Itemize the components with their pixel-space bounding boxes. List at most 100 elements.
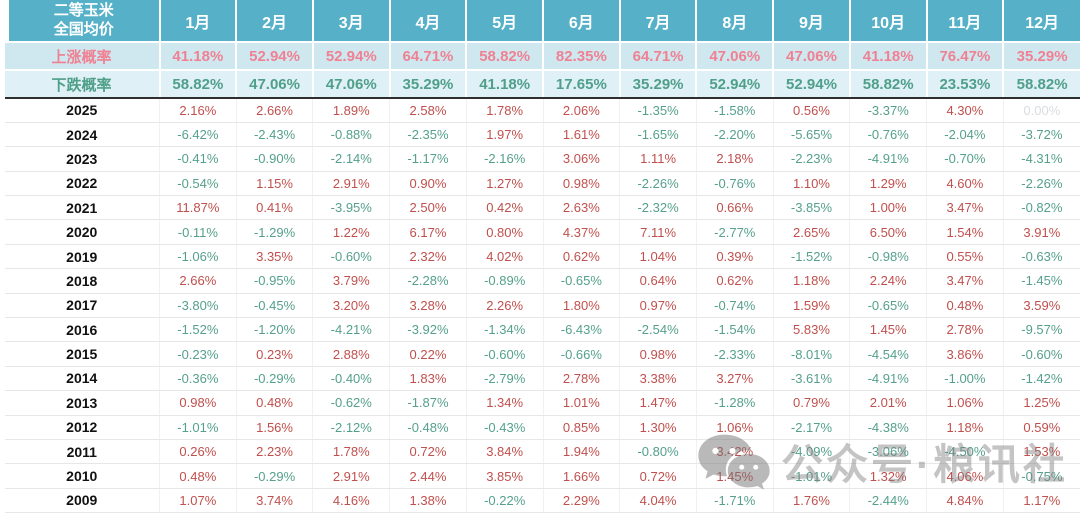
change-value: -5.65% (772, 122, 850, 148)
rise-probability-value: 47.06% (772, 42, 850, 71)
change-value: 1.07% (159, 488, 237, 513)
change-value: 2.26% (465, 293, 544, 319)
year-row: 2025 2.16% 2.66% 1.89% 2.58% 1.78% 2.06% -1.35%… (4, 98, 1080, 123)
year-label: 2019 (4, 244, 160, 270)
fall-probability-row: 下跌概率 58.82% 47.06% 47.06% 35.29% 41.18% 17.65%… (4, 70, 1080, 99)
year-label: 2018 (4, 268, 160, 294)
rise-probability-value: 82.35% (542, 42, 620, 71)
change-value: -0.76% (849, 122, 927, 148)
year-row: 2021 11.87% 0.41% -3.95% 2.50% 0.42% 2.63% -2.3… (4, 195, 1080, 221)
change-value: 1.83% (389, 366, 467, 392)
change-value: -0.89% (465, 268, 544, 294)
change-value: 1.66% (542, 463, 620, 489)
change-value: -4.91% (849, 146, 927, 172)
month-header: 3月 (311, 0, 390, 43)
change-value: -3.85% (772, 195, 850, 221)
rise-probability-row: 上涨概率 41.18% 52.94% 52.94% 64.71% 58.82% 82.35%… (4, 42, 1080, 71)
change-value: 0.00% (1002, 98, 1080, 123)
year-label: 2021 (4, 195, 160, 221)
change-value: 3.06% (542, 146, 620, 172)
change-value: 0.72% (619, 463, 697, 489)
change-value: -1.58% (695, 98, 774, 123)
fall-probability-value: 58.82% (158, 70, 237, 99)
fall-probability-value: 52.94% (695, 70, 774, 99)
change-value: -2.04% (926, 122, 1004, 148)
corner-title-line1: 二等玉米 (53, 1, 114, 19)
change-value: -0.70% (926, 146, 1004, 172)
year-label: 2010 (4, 463, 160, 489)
change-value: 0.23% (235, 341, 313, 367)
year-row: 2022 -0.54% 1.15% 2.91% 0.90% 1.27% 0.98% -2.26… (4, 171, 1080, 197)
change-value: -0.60% (312, 244, 390, 270)
change-value: 0.22% (389, 341, 467, 367)
change-value: 0.64% (619, 268, 697, 294)
change-value: 1.78% (312, 439, 390, 465)
change-value: 1.54% (926, 219, 1004, 245)
fall-probability-value: 47.06% (235, 70, 313, 99)
change-value: 1.45% (849, 317, 927, 343)
change-value: -4.09% (772, 439, 850, 465)
change-value: 2.63% (542, 195, 620, 221)
change-value: -0.23% (159, 341, 237, 367)
change-value: 2.32% (389, 244, 467, 270)
change-value: 1.32% (849, 463, 927, 489)
change-value: 7.11% (619, 219, 697, 245)
month-header: 12月 (1002, 0, 1080, 43)
change-value: 1.30% (619, 415, 697, 440)
change-value: 2.50% (389, 195, 467, 221)
month-header: 10月 (848, 0, 927, 43)
change-value: 1.78% (465, 98, 544, 123)
year-row: 2015 -0.23% 0.23% 2.88% 0.22% -0.60% -0.66% 0.9… (4, 341, 1080, 367)
change-value: -1.54% (695, 317, 774, 343)
change-value: 0.66% (695, 195, 774, 221)
fall-probability-value: 41.18% (465, 70, 544, 99)
change-value: -2.16% (465, 146, 544, 172)
year-label: 2009 (4, 488, 160, 513)
change-value: -0.80% (619, 439, 697, 465)
change-value: 3.85% (465, 463, 544, 489)
change-value: 2.44% (389, 463, 467, 489)
change-value: -3.06% (849, 439, 927, 465)
change-value: 2.18% (695, 146, 774, 172)
rise-probability-value: 52.94% (235, 42, 313, 71)
change-value: -2.33% (695, 341, 774, 367)
month-header: 11月 (925, 0, 1004, 43)
change-value: -2.35% (389, 122, 467, 148)
change-value: 0.39% (695, 244, 774, 270)
change-value: -2.20% (695, 122, 774, 148)
fall-probability-value: 35.29% (618, 70, 697, 99)
change-value: 0.97% (619, 293, 697, 319)
change-value: 1.27% (465, 171, 544, 197)
change-value: 3.91% (1002, 219, 1080, 245)
change-value: -0.95% (235, 268, 313, 294)
year-row: 2013 0.98% 0.48% -0.62% -1.87% 1.34% 1.01% 1.47… (4, 390, 1080, 416)
change-value: 0.41% (235, 195, 313, 221)
change-value: -1.87% (389, 390, 467, 416)
fall-probability-value: 35.29% (388, 70, 467, 99)
change-value: -1.52% (772, 244, 850, 270)
year-label: 2017 (4, 293, 160, 319)
change-value: -3.92% (389, 317, 467, 343)
change-value: 2.78% (926, 317, 1004, 343)
rise-probability-label: 上涨概率 (4, 42, 160, 71)
change-value: 3.86% (926, 341, 1004, 367)
change-value: 4.84% (926, 488, 1004, 513)
change-value: -1.71% (695, 488, 774, 513)
change-value: -0.75% (1002, 463, 1080, 489)
change-value: 1.56% (235, 415, 313, 440)
change-value: 2.91% (312, 171, 390, 197)
year-row: 2017 -3.80% -0.45% 3.20% 3.28% 2.26% 1.80% 0.97… (4, 293, 1080, 319)
fall-probability-value: 47.06% (311, 70, 390, 99)
year-label: 2011 (4, 439, 160, 465)
change-value: 1.10% (772, 171, 850, 197)
change-value: -4.50% (926, 439, 1004, 465)
change-value: -2.26% (619, 171, 697, 197)
month-header: 7月 (618, 0, 697, 43)
change-value: -0.60% (1002, 341, 1080, 367)
change-value: 2.78% (542, 366, 620, 392)
change-value: -0.88% (312, 122, 390, 148)
change-value: 3.38% (619, 366, 697, 392)
change-value: 11.87% (159, 195, 237, 221)
change-value: -1.28% (695, 390, 774, 416)
